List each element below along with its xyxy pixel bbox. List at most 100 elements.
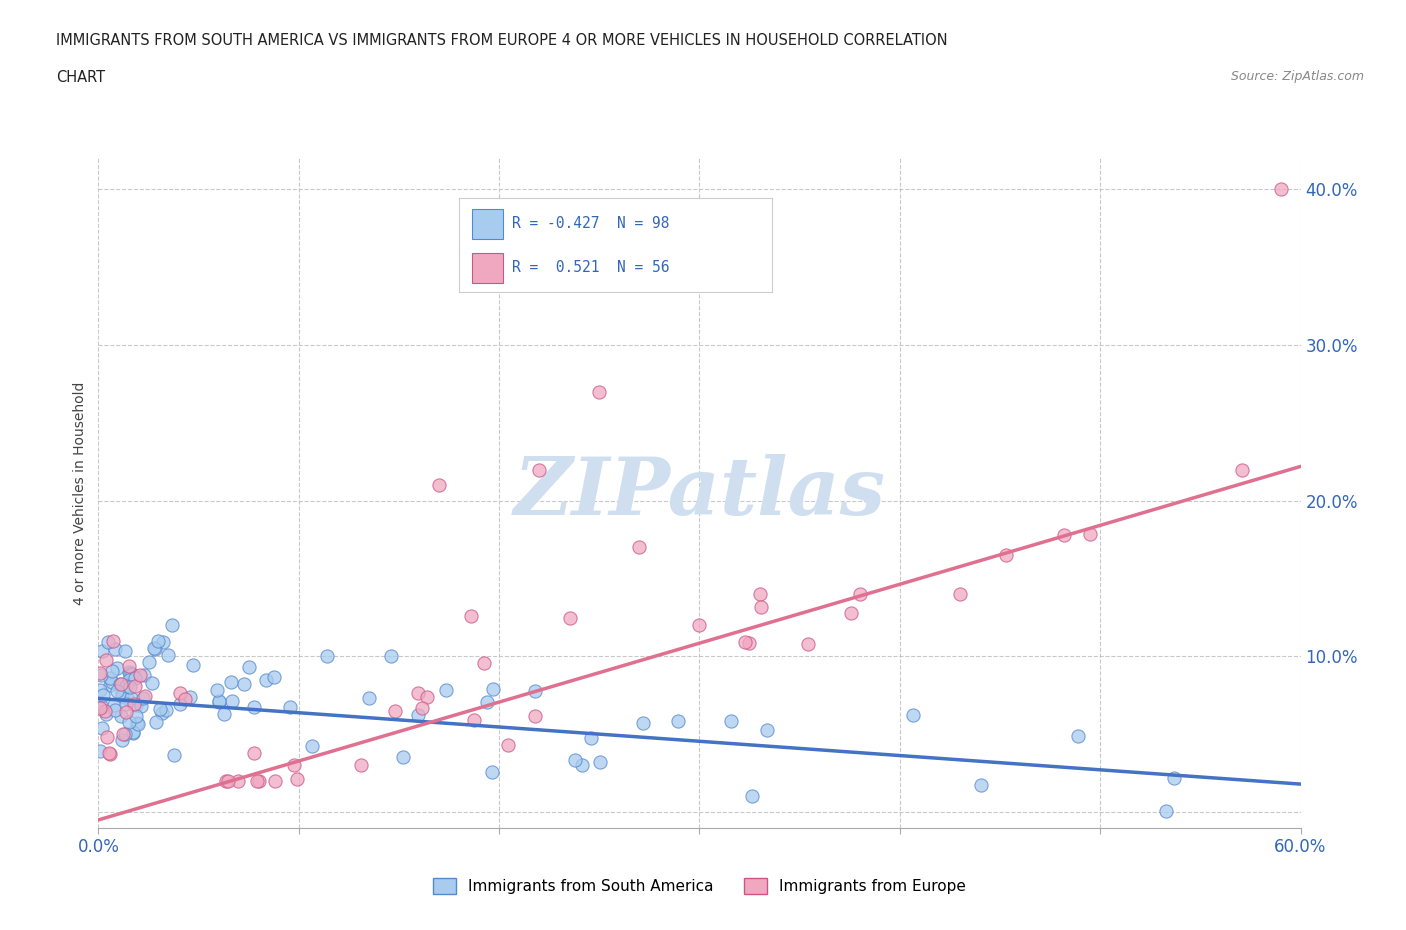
Point <box>98 747 121 762</box>
Point <box>226 774 249 789</box>
Point <box>238 660 260 675</box>
Point <box>254 672 277 687</box>
Point <box>129 698 152 713</box>
Point <box>124 698 146 712</box>
Point <box>118 667 141 682</box>
Point <box>114 726 136 741</box>
Point <box>384 704 406 719</box>
Point <box>91 721 114 736</box>
Legend: Immigrants from South America, Immigrants from Europe: Immigrants from South America, Immigrant… <box>427 872 972 900</box>
Point <box>524 709 547 724</box>
Point <box>357 690 380 705</box>
Point <box>146 633 169 648</box>
Point <box>94 652 117 667</box>
Point <box>152 635 174 650</box>
Point <box>110 733 132 748</box>
Point <box>124 671 146 685</box>
Point <box>688 618 710 632</box>
Point <box>1078 526 1101 541</box>
Point <box>110 677 132 692</box>
Point <box>315 648 337 663</box>
Point <box>110 709 132 724</box>
Point <box>174 692 197 707</box>
Point <box>1230 462 1253 477</box>
Point <box>97 634 120 649</box>
Point <box>380 648 402 663</box>
Point <box>122 724 145 739</box>
Point <box>91 699 114 714</box>
Point <box>114 644 136 658</box>
Point <box>427 478 450 493</box>
Point <box>720 713 742 728</box>
Point <box>138 655 160 670</box>
Point <box>221 694 243 709</box>
Point <box>666 713 689 728</box>
Point <box>208 695 231 710</box>
Point <box>243 700 266 715</box>
Point <box>628 540 651 555</box>
Point <box>105 661 128 676</box>
Point <box>179 690 201 705</box>
Point <box>748 587 770 602</box>
Point <box>524 684 547 699</box>
Point <box>104 641 127 656</box>
Point <box>392 750 415 764</box>
Bar <box>471 208 503 239</box>
Point <box>970 777 993 792</box>
Point <box>579 731 602 746</box>
Point <box>571 757 593 772</box>
Point <box>249 774 271 789</box>
Point <box>145 642 167 657</box>
Point <box>96 729 118 744</box>
Point <box>117 715 139 730</box>
Point <box>104 702 127 717</box>
Point <box>415 690 437 705</box>
Point <box>101 664 124 679</box>
Point <box>134 688 156 703</box>
Point <box>797 636 820 651</box>
Point <box>460 609 482 624</box>
Point <box>163 748 186 763</box>
Point <box>111 684 134 699</box>
Text: IMMIGRANTS FROM SOUTH AMERICA VS IMMIGRANTS FROM EUROPE 4 OR MORE VEHICLES IN HO: IMMIGRANTS FROM SOUTH AMERICA VS IMMIGRA… <box>56 33 948 47</box>
Point <box>115 679 138 694</box>
Point <box>217 774 239 789</box>
Point <box>741 789 763 804</box>
Point <box>142 640 165 655</box>
Point <box>1154 804 1177 818</box>
Text: R =  0.521  N = 56: R = 0.521 N = 56 <box>512 260 669 275</box>
Point <box>90 668 112 683</box>
Point <box>949 587 972 602</box>
Point <box>112 726 135 741</box>
Point <box>738 635 761 650</box>
Point <box>472 656 495 671</box>
Point <box>1067 728 1090 743</box>
Point <box>150 706 173 721</box>
Point <box>434 683 457 698</box>
Point <box>734 634 756 649</box>
Point <box>749 600 772 615</box>
Point <box>141 676 163 691</box>
Point <box>94 706 117 721</box>
Point <box>411 700 433 715</box>
Point <box>101 633 124 648</box>
Point <box>120 679 142 694</box>
Point <box>124 697 146 711</box>
Point <box>100 675 122 690</box>
Point <box>849 587 872 602</box>
Point <box>529 462 551 477</box>
Point <box>160 618 183 632</box>
Point <box>481 764 503 779</box>
Y-axis label: 4 or more Vehicles in Household: 4 or more Vehicles in Household <box>73 381 87 604</box>
Point <box>755 723 778 737</box>
Point <box>212 707 235 722</box>
Point <box>285 772 308 787</box>
Point <box>232 677 254 692</box>
Text: CHART: CHART <box>56 70 105 85</box>
Point <box>301 738 323 753</box>
Point <box>118 658 141 673</box>
Point <box>283 758 305 773</box>
Point <box>631 716 654 731</box>
Point <box>111 688 134 703</box>
Point <box>89 700 111 715</box>
